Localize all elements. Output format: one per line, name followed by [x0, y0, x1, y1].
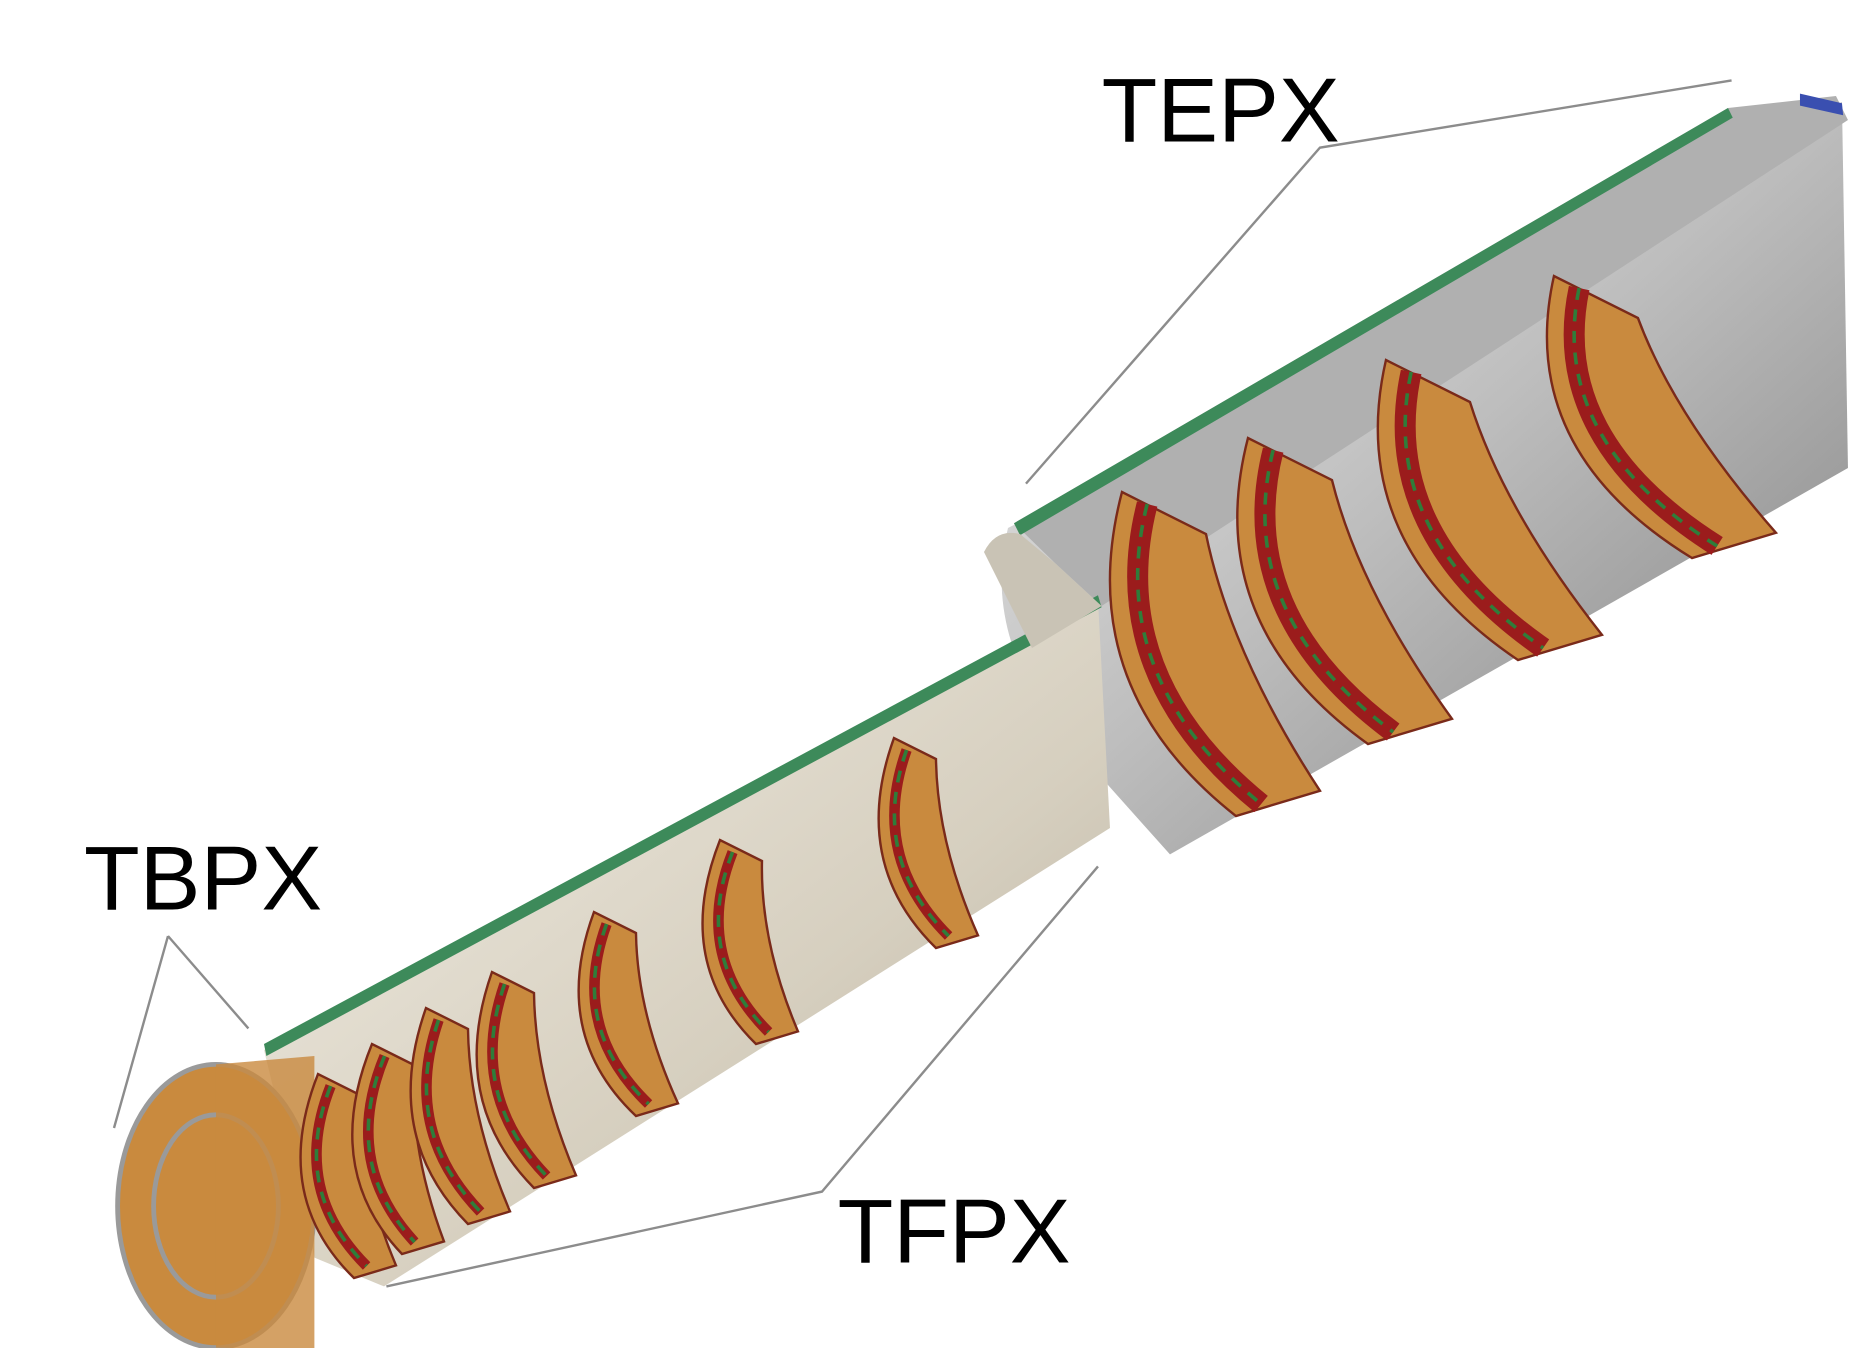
disk: [366, 1055, 416, 1244]
disk: [409, 1006, 512, 1226]
disk: [892, 749, 950, 938]
disk: [1135, 503, 1263, 806]
disk: [1263, 449, 1395, 734]
tfpx-label: TFPX: [838, 1180, 1071, 1282]
tfpx-edge: [263, 595, 1102, 1057]
disk: [1545, 274, 1779, 560]
disk: [490, 983, 548, 1178]
disk: [475, 970, 578, 1190]
flange: [983, 532, 1102, 649]
disk: [424, 1019, 482, 1214]
detector-render: [115, 93, 1848, 1348]
disk: [1572, 287, 1719, 548]
tepx-top: [1013, 96, 1848, 607]
tfpx-leader: [386, 865, 1099, 1288]
disk: [1376, 358, 1605, 662]
disk: [1108, 490, 1322, 818]
disk: [1236, 436, 1454, 746]
tbpx-leader: [112, 935, 250, 1129]
tepx-edge: [1013, 108, 1733, 536]
disk: [314, 1085, 368, 1268]
blue-part: [1799, 93, 1844, 116]
disk: [1403, 371, 1545, 650]
tbpx-side: [215, 1056, 315, 1348]
tepx-label: TEPX: [1102, 60, 1340, 162]
disk: [877, 736, 980, 950]
disk: [716, 851, 770, 1034]
tbpx-label: TBPX: [84, 828, 322, 930]
disk: [577, 910, 680, 1118]
tepx-leader: [1025, 79, 1732, 485]
disk: [592, 923, 650, 1106]
